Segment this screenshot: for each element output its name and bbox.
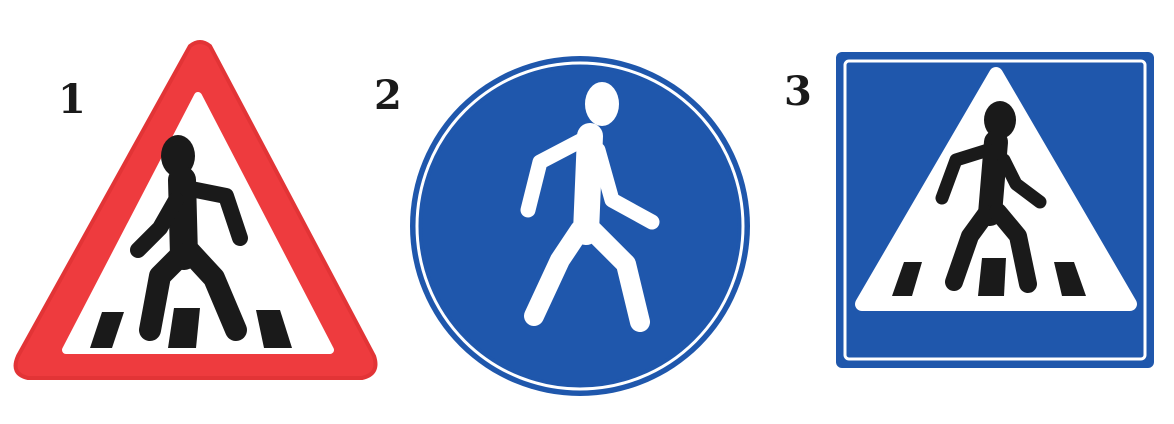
pedestrian-icon (520, 82, 660, 332)
pedestrian-crossing-icon (892, 101, 1086, 296)
pedestrian-crossing-icon (90, 135, 292, 348)
sign-number-3: 3 (784, 68, 812, 115)
sign-number-2: 2 (374, 72, 402, 119)
sign-number-1: 1 (58, 76, 86, 123)
